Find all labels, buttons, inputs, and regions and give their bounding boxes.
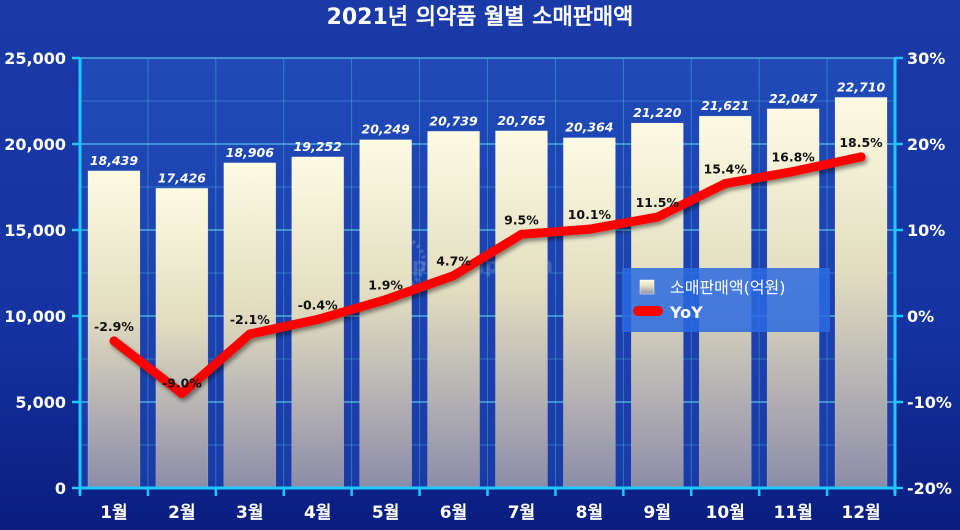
y-tick-label: 10,000 bbox=[4, 307, 66, 326]
x-tick-label: 1월 bbox=[100, 503, 127, 523]
y2-tick-label: 20% bbox=[907, 135, 945, 154]
bar bbox=[155, 188, 209, 489]
x-tick-label: 12월 bbox=[841, 503, 880, 523]
y2-tick-label: 0% bbox=[907, 307, 934, 326]
x-tick-label: 2월 bbox=[168, 503, 195, 523]
bar-value-label: 21,621 bbox=[701, 98, 749, 113]
yoy-value-label: 15.4% bbox=[704, 162, 748, 177]
yoy-point bbox=[449, 271, 459, 281]
yoy-value-label: 4.7% bbox=[436, 254, 471, 269]
chart-title: 2021년 의약품 월별 소매판매액 bbox=[327, 5, 634, 30]
bar-value-label: 20,364 bbox=[565, 120, 613, 135]
yoy-point bbox=[245, 329, 255, 339]
yoy-value-label: -0.4% bbox=[298, 297, 338, 312]
yoy-point bbox=[177, 388, 187, 398]
yoy-value-label: 1.9% bbox=[368, 278, 403, 293]
yoy-series bbox=[109, 152, 866, 398]
bar-value-label: 17,426 bbox=[158, 170, 207, 185]
yoy-point bbox=[109, 336, 119, 346]
bar bbox=[427, 131, 480, 489]
legend-line-label: YoY bbox=[669, 303, 703, 322]
bar-value-label: 18,439 bbox=[90, 153, 139, 168]
yoy-value-label: -9.0% bbox=[162, 375, 202, 390]
x-tick-label: 9월 bbox=[644, 503, 671, 523]
legend-bar-label: 소매판매액(억원) bbox=[670, 278, 786, 297]
bar-value-label: 22,047 bbox=[769, 91, 818, 106]
y2-tick-label: -20% bbox=[907, 479, 952, 498]
x-tick-label: 5월 bbox=[372, 503, 399, 523]
x-tick-label: 3월 bbox=[236, 503, 263, 523]
yoy-value-label: 18.5% bbox=[839, 135, 883, 150]
yoy-value-label: 16.8% bbox=[771, 150, 815, 165]
bar-value-label: 22,710 bbox=[837, 79, 886, 94]
bar-value-label: 20,739 bbox=[429, 113, 478, 128]
yoy-value-label: 10.1% bbox=[568, 207, 612, 222]
axes: 0 5,000 10,000 15,000 20,000 25,000 -20% -10% 0%… bbox=[4, 49, 952, 523]
yoy-line bbox=[109, 152, 866, 398]
legend: 소매판매액(억원) YoY bbox=[622, 268, 830, 332]
yoy-point bbox=[652, 212, 662, 222]
y2-tick-label: 30% bbox=[907, 49, 945, 68]
x-tick-label: 11월 bbox=[773, 503, 812, 523]
y2-tick-label: -10% bbox=[907, 393, 952, 412]
y2-tick-label: 10% bbox=[907, 221, 945, 240]
yoy-point bbox=[313, 314, 323, 324]
yoy-point bbox=[856, 152, 866, 162]
yoy-point bbox=[381, 295, 391, 305]
legend-bar-swatch bbox=[639, 279, 655, 295]
y-tick-label: 20,000 bbox=[4, 135, 66, 154]
bar-value-label: 18,906 bbox=[226, 145, 275, 160]
bar bbox=[87, 170, 141, 489]
bar bbox=[563, 137, 616, 489]
bar-value-label: 21,220 bbox=[633, 105, 682, 120]
yoy-point bbox=[720, 179, 730, 189]
x-tick-label: 4월 bbox=[304, 503, 331, 523]
bar-value-labels: 18,439 17,426 18,906 19,252 20,249 20,739 20,7… bbox=[90, 79, 886, 185]
yoy-point bbox=[788, 167, 798, 177]
y-tick-label: 15,000 bbox=[4, 221, 66, 240]
yoy-value-label: 11.5% bbox=[636, 195, 680, 210]
yoy-value-label: -2.9% bbox=[94, 319, 134, 334]
bar-value-label: 20,249 bbox=[362, 122, 411, 137]
yoy-point bbox=[584, 224, 594, 234]
yoy-value-label: -2.1% bbox=[230, 312, 270, 327]
yoy-value-labels: -2.9% -9.0% -2.1% -0.4% 1.9% 4.7% 9.5% 10.1% 11.… bbox=[94, 135, 883, 391]
bar bbox=[359, 139, 412, 489]
x-tick-label: 7월 bbox=[508, 503, 535, 523]
yoy-point bbox=[516, 229, 526, 239]
legend-box bbox=[622, 268, 830, 332]
x-tick-label: 6월 bbox=[440, 503, 467, 523]
x-tick-label: 8월 bbox=[576, 503, 603, 523]
grid-lines bbox=[79, 57, 896, 489]
bar-value-label: 19,252 bbox=[294, 139, 342, 154]
yoy-value-label: 9.5% bbox=[504, 212, 539, 227]
y-tick-label: 0 bbox=[55, 479, 66, 498]
y-tick-label: 5,000 bbox=[15, 393, 66, 412]
bar bbox=[495, 130, 548, 489]
bar-value-label: 20,765 bbox=[497, 113, 546, 128]
x-tick-label: 10월 bbox=[706, 503, 745, 523]
y-tick-label: 25,000 bbox=[4, 49, 66, 68]
